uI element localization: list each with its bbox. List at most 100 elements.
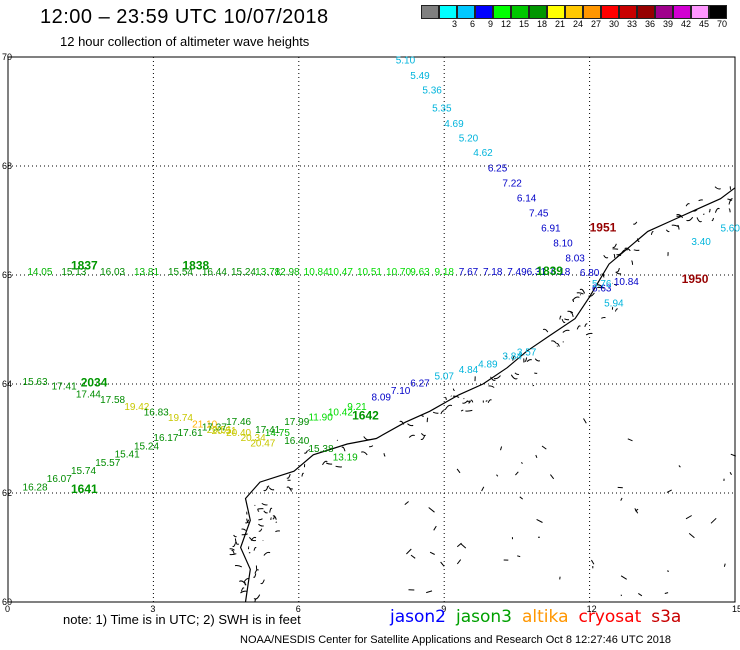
inland-lake-stroke bbox=[460, 543, 467, 549]
wave-height-label: 5.60 bbox=[720, 223, 740, 234]
coast-island-stroke bbox=[615, 271, 622, 275]
coast-island-stroke bbox=[243, 577, 250, 583]
wave-height-label: 15.13 bbox=[61, 267, 86, 278]
wave-height-label: 6.25 bbox=[488, 163, 508, 174]
wave-height-label: 14.05 bbox=[27, 267, 52, 278]
inland-lake-stroke bbox=[440, 561, 445, 567]
coast-island-stroke bbox=[303, 450, 308, 454]
coast-island-stroke bbox=[564, 318, 570, 321]
inland-lake-stroke bbox=[583, 418, 587, 424]
wave-height-label: 7.45 bbox=[529, 209, 549, 220]
legend-swatch bbox=[421, 5, 439, 19]
coast-island-stroke bbox=[714, 186, 721, 190]
coast-island-stroke bbox=[240, 587, 245, 592]
wave-height-label: 15.63 bbox=[23, 377, 48, 388]
wave-height-label: 5.76 bbox=[592, 279, 612, 290]
coast-island-stroke bbox=[460, 409, 464, 412]
coast-island-stroke bbox=[567, 310, 574, 314]
coast-island-stroke bbox=[579, 288, 586, 294]
inland-lake-stroke bbox=[634, 508, 639, 514]
coast-island-stroke bbox=[234, 538, 238, 544]
coast-island-stroke bbox=[253, 594, 261, 600]
inland-lake-stroke bbox=[710, 517, 717, 524]
legend-swatch bbox=[511, 5, 529, 19]
legend-label: 42 bbox=[680, 19, 691, 29]
coast-island-stroke bbox=[671, 224, 679, 227]
pass-time-label: 2034 bbox=[81, 376, 108, 390]
lon-axis-label: 12 bbox=[587, 604, 597, 614]
wave-height-label: 20.51 bbox=[212, 426, 237, 437]
coast-island-stroke bbox=[542, 328, 549, 333]
coast-island-stroke bbox=[383, 453, 386, 457]
coast-island-stroke bbox=[258, 528, 263, 532]
coast-island-stroke bbox=[233, 534, 237, 538]
lat-axis-label: 66 bbox=[2, 270, 12, 280]
legend-swatch bbox=[475, 5, 493, 19]
legend-label: 33 bbox=[626, 19, 637, 29]
coast-island-stroke bbox=[633, 249, 640, 251]
coast-island-stroke bbox=[488, 385, 495, 388]
wave-height-label: 14.75 bbox=[265, 428, 290, 439]
coast-island-stroke bbox=[322, 460, 328, 466]
wave-height-label: 17.46 bbox=[226, 417, 251, 428]
coast-island-stroke bbox=[601, 317, 606, 319]
inland-lake-stroke bbox=[620, 497, 623, 501]
wave-height-label: 10.42 bbox=[328, 408, 353, 419]
coast-island-stroke bbox=[596, 284, 603, 288]
coast-island-stroke bbox=[728, 199, 733, 205]
coast-island-stroke bbox=[729, 198, 733, 201]
wave-height-label: 10.47 bbox=[328, 267, 353, 278]
legend-label: 6 bbox=[469, 19, 475, 29]
wave-height-label: 9.63 bbox=[410, 267, 430, 278]
coast-island-stroke bbox=[616, 267, 620, 273]
wave-height-label: 6.63 bbox=[592, 283, 612, 294]
coast-island-stroke bbox=[603, 254, 609, 259]
wave-height-label: 3.57 bbox=[517, 348, 537, 359]
legend-swatch bbox=[655, 5, 673, 19]
inland-lake-stroke bbox=[685, 515, 692, 520]
coast-island-stroke bbox=[470, 399, 474, 403]
wave-height-label: 10.84 bbox=[614, 277, 639, 288]
coast-island-stroke bbox=[244, 581, 246, 586]
inland-lake-stroke bbox=[729, 472, 732, 476]
satellite-name-jason2: jason2 bbox=[390, 607, 446, 627]
coast-island-stroke bbox=[241, 533, 248, 536]
coast-island-stroke bbox=[534, 358, 541, 362]
coast-island-stroke bbox=[363, 436, 370, 441]
coast-island-stroke bbox=[686, 216, 694, 222]
coast-island-stroke bbox=[650, 231, 654, 235]
coast-island-stroke bbox=[613, 253, 616, 259]
legend-swatch bbox=[709, 5, 727, 19]
coast-island-stroke bbox=[614, 308, 619, 312]
lat-axis-label: 70 bbox=[2, 52, 12, 62]
inland-lake-stroke bbox=[521, 461, 523, 464]
legend-swatch bbox=[529, 5, 547, 19]
legend-label: 70 bbox=[716, 19, 727, 29]
wave-height-label: 12.98 bbox=[275, 267, 300, 278]
pass-time-label: 1641 bbox=[71, 482, 98, 496]
coast-island-stroke bbox=[727, 198, 731, 201]
inland-lake-stroke bbox=[550, 474, 555, 480]
coast-island-stroke bbox=[452, 395, 460, 398]
wave-height-label: 3.40 bbox=[691, 237, 711, 248]
inland-lake-stroke bbox=[666, 570, 670, 572]
coast-island-stroke bbox=[465, 409, 473, 412]
wave-height-label: 10.84 bbox=[304, 267, 329, 278]
wave-height-label: 15.41 bbox=[115, 450, 140, 461]
inland-lake-stroke bbox=[519, 496, 524, 500]
coast-island-stroke bbox=[677, 224, 680, 230]
footnote: note: 1) Time is in UTC; 2) SWH is in fe… bbox=[63, 612, 301, 627]
wave-height-label: 4.62 bbox=[473, 148, 493, 159]
coast-island-stroke bbox=[576, 292, 584, 295]
coast-island-stroke bbox=[633, 221, 638, 225]
coast-island-stroke bbox=[696, 217, 702, 223]
wave-height-label: 6.80 bbox=[580, 268, 600, 279]
lon-axis-label: 3 bbox=[150, 604, 155, 614]
inland-lake-stroke bbox=[456, 468, 461, 474]
wave-height-label: 4.84 bbox=[459, 365, 479, 376]
coast-island-stroke bbox=[335, 465, 342, 468]
wave-height-label: 5.35 bbox=[432, 104, 452, 115]
